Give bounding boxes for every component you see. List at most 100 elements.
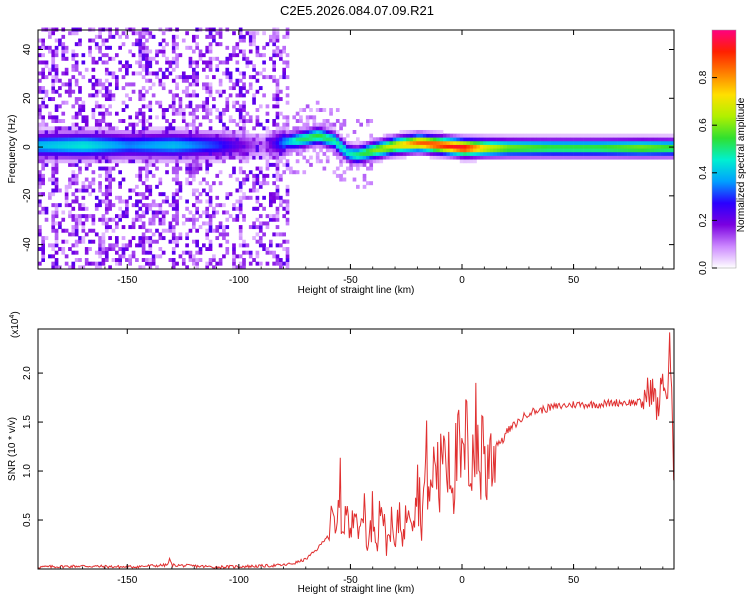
spectrogram-cell (299, 119, 303, 123)
spectrogram-cell (104, 122, 109, 127)
spectrogram-cell (476, 151, 481, 156)
spectrogram-cell (670, 151, 675, 156)
spectrogram-cell (489, 140, 494, 145)
spectrogram-cell (222, 126, 226, 131)
spectrogram-cell (556, 155, 561, 160)
spectrogram-cell (178, 144, 183, 149)
spectrogram-cell (218, 203, 223, 208)
spectrogram-cell (299, 115, 303, 120)
spectrogram-cell (530, 151, 534, 156)
spectrogram-cell (285, 254, 290, 259)
spectrogram-cell (185, 89, 189, 94)
spectrogram-cell (245, 129, 250, 134)
spectrogram-cell (412, 148, 417, 153)
spectrogram-cell (667, 137, 671, 142)
spectrogram-cell (305, 159, 310, 164)
spectrogram-cell (238, 93, 243, 98)
spectrogram-cell (114, 221, 119, 226)
spectrogram-cell (399, 137, 404, 142)
spectrogram-frame (37, 29, 675, 270)
spectrogram-cell (436, 148, 440, 153)
spectrogram-cell (453, 133, 457, 138)
spectrogram-cell (98, 199, 102, 204)
spectrogram-cell (121, 199, 126, 204)
spectrogram-cell (101, 159, 106, 164)
spectrogram-cell (101, 140, 106, 145)
spectrogram-cell (520, 151, 524, 156)
spectrogram-cell (145, 188, 149, 193)
spectrogram-cell (255, 173, 260, 178)
spectrogram-cell (165, 170, 169, 175)
spectrogram-cell (104, 148, 109, 153)
spectrogram-cell (125, 140, 129, 145)
spectrogram-cell (248, 144, 253, 149)
spectrogram-cell (108, 144, 112, 149)
spectrogram-cell (195, 243, 199, 248)
y-tick-label: 0.5 (22, 513, 33, 527)
spectrogram-cell (188, 75, 193, 80)
spectrogram-cell (593, 144, 598, 149)
spectrogram-cell (68, 162, 72, 167)
spectrogram-cell (175, 86, 179, 91)
spectrogram-cell (272, 232, 276, 237)
spectrogram-cell (208, 162, 213, 167)
spectrogram-cell (94, 100, 99, 105)
spectrogram-cell (54, 166, 59, 171)
spectrogram-cell (111, 203, 116, 208)
spectrogram-cell (161, 108, 166, 112)
spectrogram-cell (268, 195, 273, 200)
spectrogram-cell (222, 151, 226, 156)
spectrogram-cell (171, 67, 176, 72)
spectrogram-cell (188, 122, 193, 127)
spectrogram-cell (111, 97, 116, 102)
spectrogram-cell (446, 144, 451, 149)
spectrogram-cell (48, 144, 52, 149)
spectrogram-cell (74, 144, 79, 149)
spectrogram-cell (74, 173, 79, 178)
spectrogram-cell (255, 177, 260, 182)
spectrogram-cell (125, 159, 129, 164)
spectrogram-cell (215, 115, 220, 120)
spectrogram-cell (94, 89, 99, 94)
spectrogram-cell (175, 170, 179, 175)
spectrogram-cell (496, 155, 501, 160)
spectrogram-cell (523, 155, 528, 160)
spectrogram-cell (376, 159, 380, 164)
spectrogram-cell (630, 144, 635, 149)
spectrogram-cell (198, 140, 203, 145)
spectrogram-cell (135, 60, 139, 65)
spectrogram-cell (74, 221, 79, 226)
spectrogram-cell (235, 42, 240, 47)
spectrogram-cell (275, 258, 280, 262)
spectrogram-cell (520, 155, 524, 160)
spectrogram-cell (386, 144, 390, 149)
spectrogram-cell (48, 67, 52, 72)
spectrogram-cell (161, 49, 166, 54)
spectrogram-cell (148, 228, 153, 233)
spectrogram-cell (282, 239, 287, 244)
spectrogram-cell (540, 137, 544, 142)
spectrogram-cell (252, 221, 256, 226)
spectrogram-cell (282, 71, 287, 76)
spectrogram-cell (489, 133, 494, 138)
spectrogram-cell (493, 148, 497, 153)
spectrogram-cell (48, 126, 52, 131)
spectrogram-cell (208, 42, 213, 47)
spectrogram-cell (258, 221, 263, 226)
chart-title: C2E5.2026.084.07.09.R21 (280, 3, 434, 18)
spectrogram-cell (161, 86, 166, 91)
spectrogram-cell (516, 155, 521, 160)
spectrogram-cell (533, 133, 538, 138)
spectrogram-cell (131, 159, 136, 164)
spectrogram-cell (453, 148, 457, 153)
spectrogram-cell (68, 203, 72, 208)
spectrogram-cell (78, 151, 82, 156)
spectrogram-cell (643, 140, 648, 145)
spectrogram-cell (71, 129, 76, 134)
spectrogram-cell (101, 166, 106, 171)
spectrogram-cell (138, 159, 143, 164)
spectrogram-cell (215, 148, 220, 153)
spectrogram-cell (135, 173, 139, 178)
spectrogram-cell (222, 210, 226, 215)
spectrogram-cell (191, 192, 196, 197)
